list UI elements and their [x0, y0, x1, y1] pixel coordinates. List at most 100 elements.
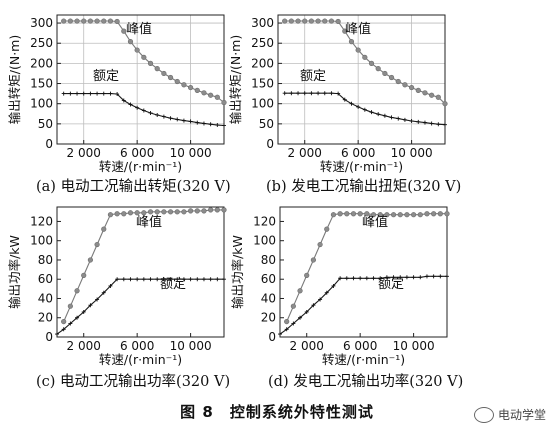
data-point-rated — [396, 116, 401, 121]
data-point-rated — [349, 101, 354, 106]
data-point-rated — [68, 321, 73, 326]
y-tick-label: 60 — [261, 272, 276, 286]
data-point-peak — [201, 90, 207, 96]
data-point-peak — [174, 78, 180, 85]
data-point-rated — [331, 283, 336, 288]
watermark: 电动学堂 — [473, 406, 546, 423]
data-point-peak — [342, 28, 348, 34]
data-point-rated — [95, 297, 100, 302]
data-point-peak — [61, 18, 67, 24]
data-point-peak — [208, 92, 214, 98]
data-point-rated — [195, 277, 200, 282]
data-point-rated — [108, 283, 113, 288]
y-axis-label: 输出功率/kW — [230, 235, 245, 309]
data-point-rated — [304, 309, 309, 314]
y-tick-label: 80 — [261, 253, 276, 267]
data-point-rated — [148, 110, 153, 115]
chart-a: 0 50 100 150 200 250 300 2 000 6 000 10 000转速/(r·… — [7, 14, 227, 174]
series-label-peak: 峰值 — [126, 21, 152, 37]
data-point-peak — [382, 70, 388, 77]
data-point-rated — [61, 91, 66, 96]
data-point-rated — [108, 91, 113, 96]
data-point-rated — [429, 121, 434, 126]
data-point-peak — [384, 212, 390, 218]
data-point-rated — [422, 120, 427, 125]
plot-frame — [56, 14, 225, 145]
data-point-peak — [397, 212, 403, 218]
data-point-peak — [417, 212, 423, 218]
data-point-peak — [395, 78, 401, 85]
data-point-rated — [68, 91, 73, 96]
data-point-peak — [107, 18, 114, 24]
y-tick-label: 150 — [30, 77, 53, 91]
data-point-peak — [94, 241, 100, 248]
data-point-rated — [284, 327, 289, 332]
data-point-rated — [141, 108, 146, 113]
data-point-rated — [389, 115, 394, 120]
figure-title: 图 8 控制系统外特性测试 — [180, 403, 374, 421]
data-point-rated — [121, 98, 126, 103]
data-point-rated — [208, 122, 213, 127]
data-point-rated — [376, 112, 381, 117]
y-tick-label: 100 — [30, 97, 53, 111]
data-point-peak — [437, 211, 443, 217]
data-point-rated — [362, 107, 367, 112]
data-point-peak — [107, 212, 114, 218]
data-point-rated — [322, 91, 327, 96]
data-point-rated — [95, 91, 100, 96]
data-point-peak — [422, 90, 428, 96]
data-point-peak — [330, 212, 337, 218]
x-tick-label: 10 000 — [391, 146, 433, 160]
data-point-peak — [348, 39, 355, 45]
data-point-peak — [101, 226, 107, 232]
y-tick-label: 100 — [30, 234, 53, 248]
data-point-rated — [289, 91, 294, 96]
data-point-rated — [75, 91, 80, 96]
y-tick-label: 100 — [251, 97, 274, 111]
caption-c: (c) 电动工况输出功率(320 V) — [36, 374, 231, 390]
data-point-rated — [364, 276, 369, 281]
data-point-peak — [154, 209, 160, 215]
data-point-rated — [416, 119, 421, 124]
caption-d: (d) 发电工况输出功率(320 V) — [268, 374, 464, 390]
data-point-rated — [135, 105, 140, 110]
data-point-peak — [344, 211, 350, 217]
x-tick-label: 2 000 — [290, 339, 324, 353]
data-point-rated — [128, 277, 133, 282]
data-point-peak — [121, 211, 127, 217]
data-point-peak — [284, 318, 290, 325]
plot-frame — [279, 206, 448, 338]
data-point-rated — [291, 321, 296, 326]
data-point-rated — [88, 91, 93, 96]
data-point-peak — [377, 212, 383, 218]
y-tick-label: 0 — [45, 330, 53, 344]
data-point-rated — [398, 275, 403, 280]
data-point-peak — [282, 18, 288, 24]
x-axis-label: 转速/(r·min⁻¹) — [322, 352, 405, 367]
y-tick-label: 20 — [261, 311, 276, 325]
data-point-peak — [295, 18, 301, 24]
data-point-peak — [161, 70, 167, 77]
data-point-peak — [350, 211, 357, 217]
data-point-peak — [370, 212, 377, 218]
data-point-peak — [362, 54, 368, 60]
data-point-peak — [355, 47, 361, 53]
data-point-peak — [364, 211, 370, 217]
y-tick-label: 300 — [251, 16, 274, 30]
series-label-rated: 额定 — [160, 277, 186, 292]
y-tick-label: 50 — [259, 117, 274, 131]
data-point-peak — [310, 257, 317, 263]
data-point-rated — [402, 117, 407, 122]
data-point-rated — [81, 309, 86, 314]
data-point-peak — [375, 66, 381, 72]
data-point-peak — [167, 74, 174, 81]
data-point-peak — [221, 99, 227, 106]
data-point-peak — [141, 54, 147, 60]
data-point-rated — [101, 290, 106, 295]
x-tick-label: 6 000 — [120, 339, 154, 353]
data-point-peak — [201, 208, 207, 214]
data-point-peak — [114, 18, 120, 25]
data-point-peak — [214, 94, 220, 100]
series-label-rated: 额定 — [378, 277, 404, 292]
